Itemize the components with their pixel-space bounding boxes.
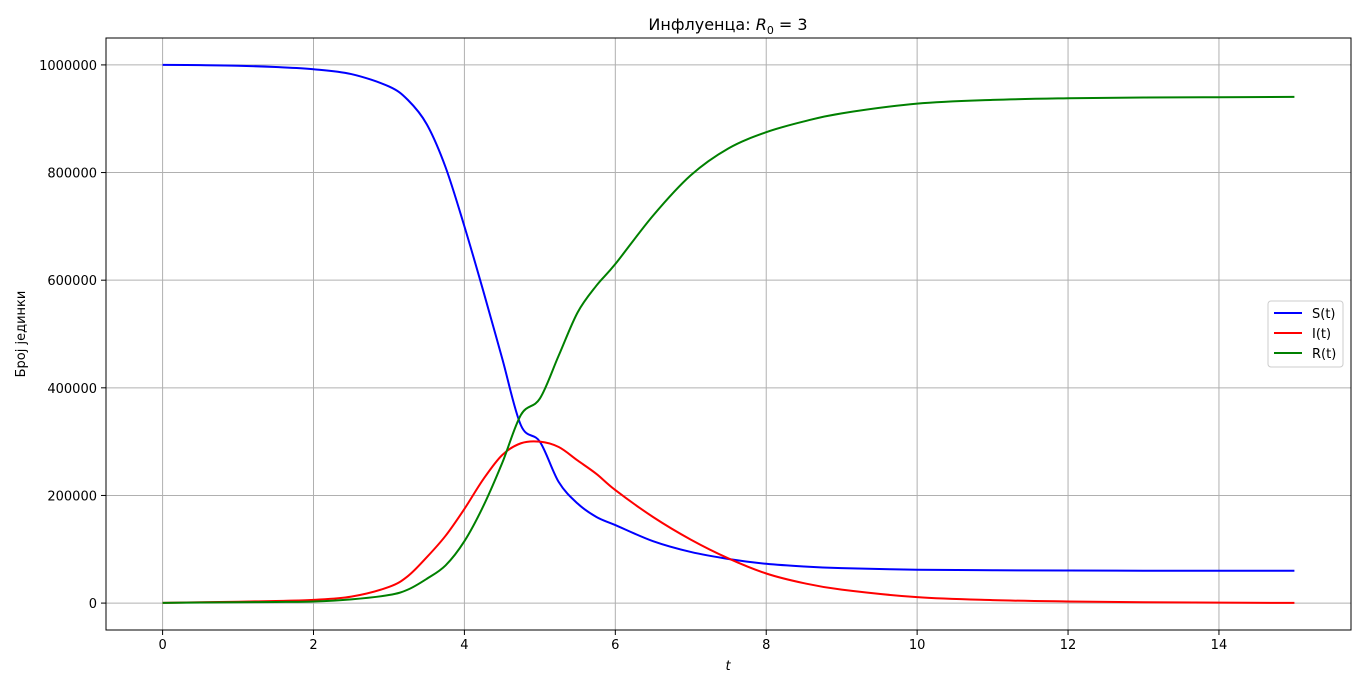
- legend-label-i: I(t): [1312, 327, 1331, 342]
- axis-ticks: 0 2 4 6 8 10 12 14 0 200000 400000 600000 800000 1000…: [39, 59, 1227, 653]
- series-line-s: [162, 63, 1295, 572]
- x-tick-label: 2: [309, 638, 317, 653]
- y-tick-label: 400000: [47, 382, 97, 397]
- legend: S(t) I(t) R(t): [1267, 300, 1344, 368]
- y-tick-label: 0: [89, 597, 97, 612]
- legend-label-r: R(t): [1312, 347, 1336, 362]
- x-tick-label: 12: [1060, 638, 1077, 653]
- legend-frame: [1267, 300, 1344, 368]
- series-line-r: [162, 95, 1295, 604]
- plot-series: [162, 63, 1295, 604]
- y-tick-label: 600000: [47, 274, 97, 289]
- x-tick-label: 8: [762, 638, 770, 653]
- chart-title-suffix: = 3: [774, 15, 808, 34]
- y-tick-label: 200000: [47, 489, 97, 504]
- x-tick-label: 10: [909, 638, 926, 653]
- series-line-i: [162, 440, 1295, 604]
- y-axis-label: Број јединки: [14, 291, 29, 378]
- grid-lines: [106, 38, 1351, 630]
- y-tick-label: 800000: [47, 167, 97, 182]
- plot-frame: [105, 37, 1352, 631]
- y-tick-label: 1000000: [39, 59, 97, 74]
- x-axis-label: t: [725, 659, 731, 674]
- x-tick-label: 6: [611, 638, 619, 653]
- chart-title-subscript: 0: [767, 24, 774, 37]
- x-tick-label: 14: [1211, 638, 1228, 653]
- x-tick-label: 0: [158, 638, 166, 653]
- x-tick-label: 4: [460, 638, 468, 653]
- legend-label-s: S(t): [1312, 307, 1336, 322]
- chart-title: Инфлуенца: R0 = 3: [648, 15, 807, 37]
- chart-title-symbol: R: [756, 15, 767, 34]
